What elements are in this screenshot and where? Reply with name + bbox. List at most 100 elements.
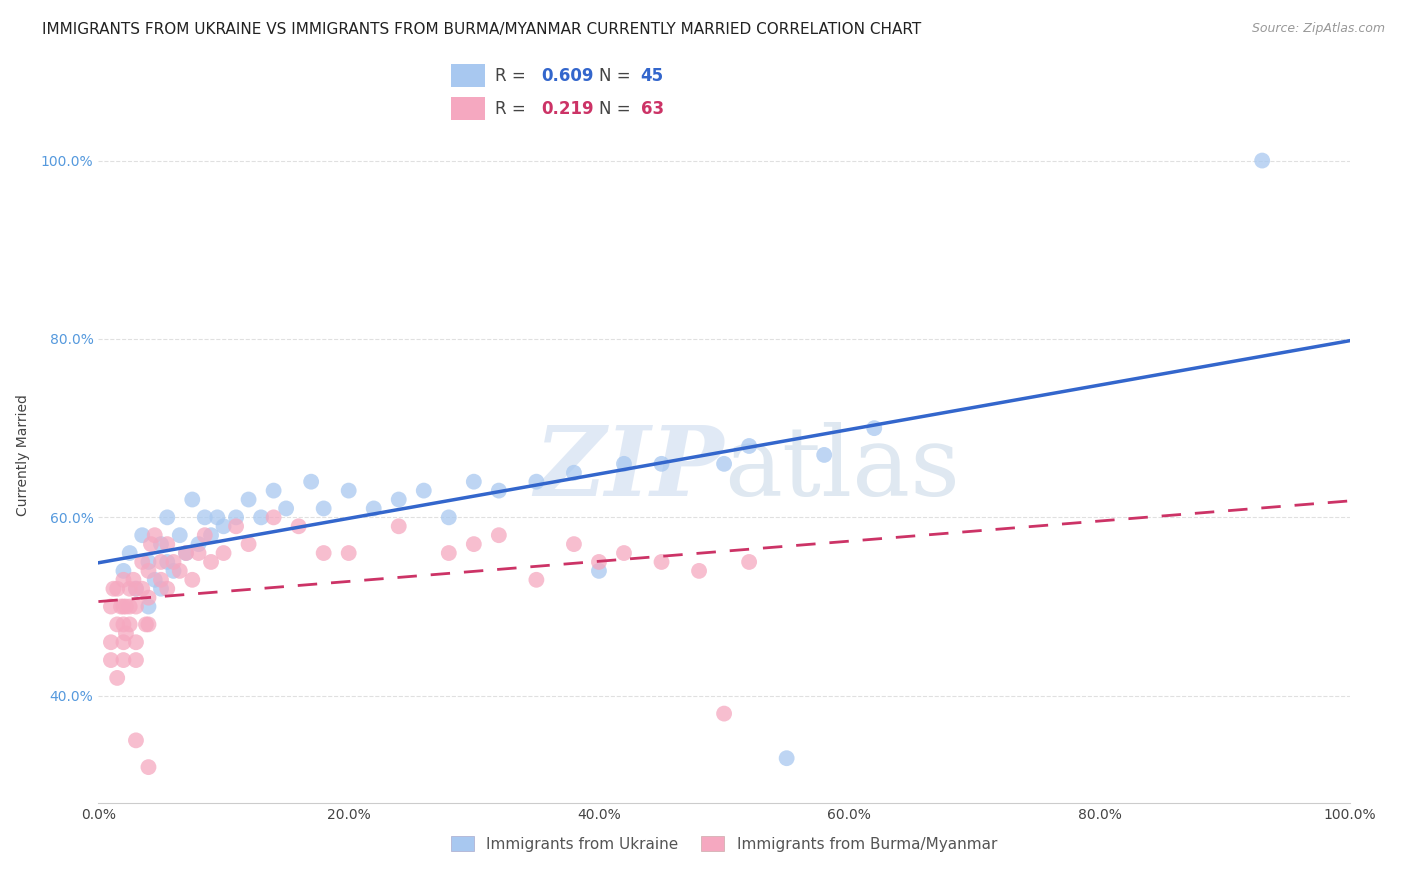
Text: 0.219: 0.219 bbox=[541, 100, 595, 118]
Text: 0.609: 0.609 bbox=[541, 67, 595, 85]
Point bbox=[138, 591, 160, 605]
Point bbox=[105, 671, 128, 685]
Point bbox=[162, 564, 184, 578]
Point bbox=[150, 537, 173, 551]
Bar bbox=[451, 64, 485, 87]
Point bbox=[524, 573, 547, 587]
Point bbox=[263, 483, 285, 498]
Point bbox=[110, 599, 132, 614]
Legend: Immigrants from Ukraine, Immigrants from Burma/Myanmar: Immigrants from Ukraine, Immigrants from… bbox=[446, 830, 1002, 858]
Point bbox=[103, 582, 125, 596]
Text: ZIP: ZIP bbox=[534, 422, 724, 516]
Point bbox=[112, 564, 135, 578]
Point bbox=[388, 519, 411, 533]
Text: N =: N = bbox=[599, 67, 636, 85]
Point bbox=[650, 457, 672, 471]
Point bbox=[863, 421, 886, 435]
Text: 63: 63 bbox=[641, 100, 664, 118]
Point bbox=[125, 635, 148, 649]
Point bbox=[524, 475, 547, 489]
Point bbox=[274, 501, 298, 516]
Point bbox=[112, 635, 135, 649]
Point bbox=[156, 555, 179, 569]
Point bbox=[138, 555, 160, 569]
Text: atlas: atlas bbox=[724, 422, 960, 516]
Point bbox=[118, 546, 141, 560]
Point bbox=[131, 528, 153, 542]
Text: IMMIGRANTS FROM UKRAINE VS IMMIGRANTS FROM BURMA/MYANMAR CURRENTLY MARRIED CORRE: IMMIGRANTS FROM UKRAINE VS IMMIGRANTS FR… bbox=[42, 22, 921, 37]
Point bbox=[135, 617, 157, 632]
Point bbox=[488, 528, 510, 542]
Point bbox=[187, 546, 209, 560]
Point bbox=[650, 555, 672, 569]
Point bbox=[118, 599, 141, 614]
Point bbox=[100, 653, 122, 667]
Point bbox=[150, 582, 173, 596]
Point bbox=[238, 492, 260, 507]
Point bbox=[713, 457, 735, 471]
Text: Source: ZipAtlas.com: Source: ZipAtlas.com bbox=[1251, 22, 1385, 36]
Point bbox=[143, 573, 166, 587]
Point bbox=[125, 733, 148, 747]
Point bbox=[125, 599, 148, 614]
Point bbox=[131, 555, 153, 569]
Point bbox=[412, 483, 434, 498]
Text: R =: R = bbox=[495, 100, 531, 118]
Point bbox=[212, 546, 235, 560]
Point bbox=[363, 501, 385, 516]
Point bbox=[115, 599, 138, 614]
Point bbox=[150, 555, 173, 569]
Point bbox=[207, 510, 229, 524]
Point bbox=[738, 555, 761, 569]
Point bbox=[588, 555, 610, 569]
Point bbox=[200, 555, 222, 569]
Point bbox=[143, 528, 166, 542]
Point bbox=[122, 573, 145, 587]
Point bbox=[187, 537, 209, 551]
Point bbox=[118, 582, 141, 596]
Point bbox=[138, 564, 160, 578]
Point bbox=[125, 653, 148, 667]
Point bbox=[118, 617, 141, 632]
Point bbox=[150, 573, 173, 587]
Point bbox=[139, 537, 162, 551]
Point bbox=[299, 475, 322, 489]
Point bbox=[181, 492, 204, 507]
Point bbox=[125, 582, 148, 596]
Point bbox=[337, 483, 360, 498]
Point bbox=[105, 582, 128, 596]
Point bbox=[776, 751, 799, 765]
Point bbox=[263, 510, 285, 524]
Point bbox=[112, 599, 135, 614]
Point bbox=[162, 555, 184, 569]
Point bbox=[100, 599, 122, 614]
Point bbox=[613, 546, 636, 560]
Point bbox=[312, 501, 335, 516]
Point bbox=[562, 466, 585, 480]
Point bbox=[238, 537, 260, 551]
Point bbox=[105, 617, 128, 632]
Point bbox=[156, 582, 179, 596]
Point bbox=[138, 760, 160, 774]
Text: R =: R = bbox=[495, 67, 531, 85]
Point bbox=[312, 546, 335, 560]
Point bbox=[169, 564, 191, 578]
Point bbox=[388, 492, 411, 507]
Point bbox=[688, 564, 710, 578]
Text: N =: N = bbox=[599, 100, 636, 118]
Point bbox=[100, 635, 122, 649]
Point bbox=[156, 510, 179, 524]
Point bbox=[112, 617, 135, 632]
Point bbox=[169, 528, 191, 542]
Point bbox=[225, 510, 247, 524]
Point bbox=[194, 528, 217, 542]
Point bbox=[225, 519, 247, 533]
Point bbox=[250, 510, 273, 524]
Point bbox=[212, 519, 235, 533]
Point bbox=[437, 510, 460, 524]
Point bbox=[112, 653, 135, 667]
Point bbox=[174, 546, 197, 560]
Point bbox=[437, 546, 460, 560]
Point bbox=[131, 582, 153, 596]
Point bbox=[613, 457, 636, 471]
